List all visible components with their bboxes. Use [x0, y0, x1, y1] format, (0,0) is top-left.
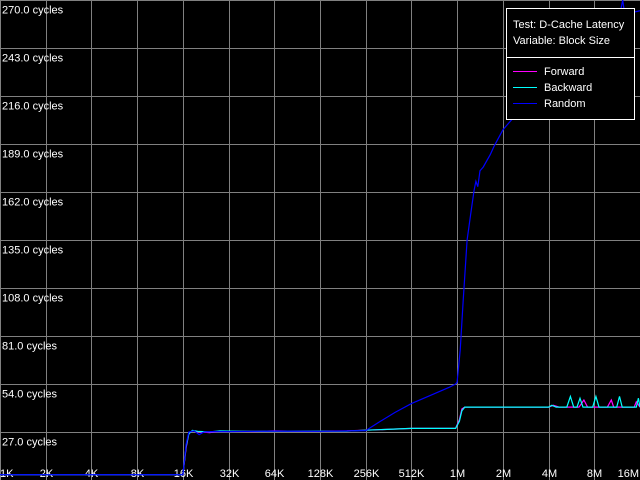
- y-tick-label: 27.0 cycles: [2, 437, 58, 449]
- x-tick-label: 4K: [85, 468, 99, 480]
- x-tick-label: 2M: [496, 468, 511, 480]
- chart-title: Test: D-Cache Latency: [513, 19, 625, 31]
- x-tick-label: 8M: [587, 468, 602, 480]
- legend-label-forward: Forward: [544, 66, 584, 78]
- y-tick-label: 243.0 cycles: [2, 53, 64, 65]
- x-tick-label: 512K: [399, 468, 425, 480]
- x-tick-label: 16K: [174, 468, 194, 480]
- x-tick-label: 1K: [0, 468, 14, 480]
- y-axis-labels: 270.0 cycles 243.0 cycles 216.0 cycles 189.…: [2, 5, 64, 449]
- legend: Test: D-Cache Latency Variable: Block Si…: [506, 8, 635, 120]
- y-tick-label: 189.0 cycles: [2, 149, 64, 161]
- legend-box: [506, 8, 635, 120]
- x-tick-label: 2K: [40, 468, 54, 480]
- y-tick-label: 54.0 cycles: [2, 389, 58, 401]
- x-tick-label: 1M: [450, 468, 465, 480]
- y-tick-label: 108.0 cycles: [2, 293, 64, 305]
- x-tick-label: 128K: [308, 468, 334, 480]
- y-tick-label: 216.0 cycles: [2, 101, 64, 113]
- chart-subtitle: Variable: Block Size: [513, 35, 610, 47]
- y-tick-label: 162.0 cycles: [2, 197, 64, 209]
- y-tick-label: 270.0 cycles: [2, 5, 64, 17]
- x-tick-label: 16M: [618, 468, 639, 480]
- x-tick-label: 32K: [220, 468, 240, 480]
- x-axis-labels: 1K 2K 4K 8K 16K 32K 64K 128K 256K 512K 1M 2M 4M 8M 16M: [0, 468, 639, 480]
- y-tick-label: 81.0 cycles: [2, 341, 58, 353]
- legend-label-random: Random: [544, 98, 586, 110]
- x-tick-label: 8K: [131, 468, 145, 480]
- x-tick-label: 4M: [542, 468, 557, 480]
- legend-label-backward: Backward: [544, 82, 592, 94]
- x-tick-label: 64K: [265, 468, 285, 480]
- x-tick-label: 256K: [354, 468, 380, 480]
- y-tick-label: 135.0 cycles: [2, 245, 64, 257]
